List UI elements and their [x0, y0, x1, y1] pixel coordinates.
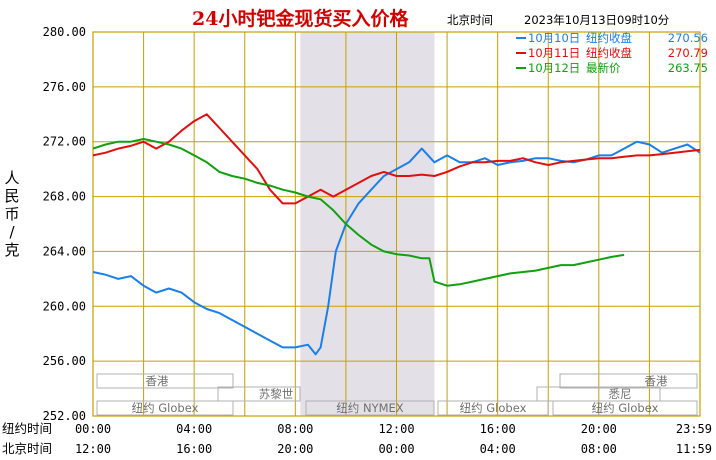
x-tick-label-ny: 23:59: [676, 422, 712, 436]
market-box: [96, 400, 234, 416]
legend-kind: 最新价: [586, 61, 621, 75]
svg-text:克: 克: [4, 241, 19, 259]
x-tick-label-bj: 04:00: [480, 442, 516, 456]
legend-value: 263.75: [668, 61, 708, 75]
x-tick-label-bj: 00:00: [378, 442, 414, 456]
series-oct10-line: [92, 140, 701, 356]
y-tick-label: 276.00: [43, 80, 86, 94]
x-tick-label-ny: 12:00: [378, 422, 414, 436]
update-datetime: 2023年10月13日09时10分: [524, 13, 670, 27]
y-tick-label: 280.00: [43, 25, 86, 39]
x-tick-label-bj: 08:00: [581, 442, 617, 456]
series-oct12-line: [92, 138, 625, 287]
grid: [92, 31, 701, 417]
market-box: [559, 373, 698, 389]
market-label: 纽约 Globex: [592, 401, 659, 415]
legend-date: 10月11日: [528, 46, 580, 60]
market-label: 香港: [146, 374, 169, 388]
y-tick-label: 256.00: [43, 354, 86, 368]
y-axis-label: 人民币/克: [4, 169, 19, 259]
market-label: 悉尼: [609, 387, 632, 401]
y-tick-label: 268.00: [43, 190, 86, 204]
y-tick-label: 272.00: [43, 135, 86, 149]
nymex-session-band: [300, 32, 435, 416]
series-oct11-line: [92, 113, 701, 205]
market-label: 纽约 Globex: [132, 401, 199, 415]
x-tick-label-ny: 04:00: [176, 422, 212, 436]
x-tick-label-bj: 11:59: [676, 442, 712, 456]
market-box: [552, 400, 698, 416]
y-tick-label: 252.00: [43, 409, 86, 423]
x-tick-label-bj: 20:00: [277, 442, 313, 456]
legend-kind: 纽约收盘: [586, 31, 632, 45]
svg-text:民: 民: [4, 187, 19, 205]
market-box: [437, 400, 549, 416]
svg-text:人: 人: [4, 169, 19, 187]
x-row-ny-label: 纽约时间: [2, 421, 52, 436]
x-row-bj-label: 北京时间: [2, 441, 52, 456]
y-tick-label: 260.00: [43, 299, 86, 313]
market-label: 纽约 NYMEX: [336, 401, 403, 415]
x-tick-label-ny: 20:00: [581, 422, 617, 436]
plot-frame: [92, 31, 701, 417]
legend-date: 10月12日: [528, 61, 580, 75]
market-label: 苏黎世: [259, 387, 294, 401]
y-tick-label: 264.00: [43, 244, 86, 258]
timezone-label: 北京时间: [447, 13, 493, 27]
market-box: [217, 386, 301, 402]
svg-text:币: 币: [4, 205, 19, 223]
market-box: [96, 373, 234, 389]
legend-date: 10月10日: [528, 31, 580, 45]
x-tick-label-ny: 08:00: [277, 422, 313, 436]
x-tick-label-ny: 16:00: [480, 422, 516, 436]
legend-value: 270.56: [668, 31, 708, 45]
x-tick-label-ny: 00:00: [75, 422, 111, 436]
market-label: 纽约 Globex: [460, 401, 527, 415]
market-box: [305, 400, 435, 416]
x-tick-label-bj: 12:00: [75, 442, 111, 456]
x-tick-label-bj: 16:00: [176, 442, 212, 456]
svg-text:/: /: [9, 223, 15, 241]
market-label: 香港: [645, 374, 668, 388]
legend: 10月10日 纽约收盘 270.56 10月11日 纽约收盘 270.79 10月12日 最新…: [516, 31, 708, 75]
legend-value: 270.79: [668, 46, 708, 60]
legend-kind: 纽约收盘: [586, 46, 632, 60]
chart-title: 24小时钯金现货买入价格: [192, 7, 409, 30]
y-axis: 280.00 276.00 272.00 268.00 264.00 260.00 256.…: [43, 25, 86, 423]
